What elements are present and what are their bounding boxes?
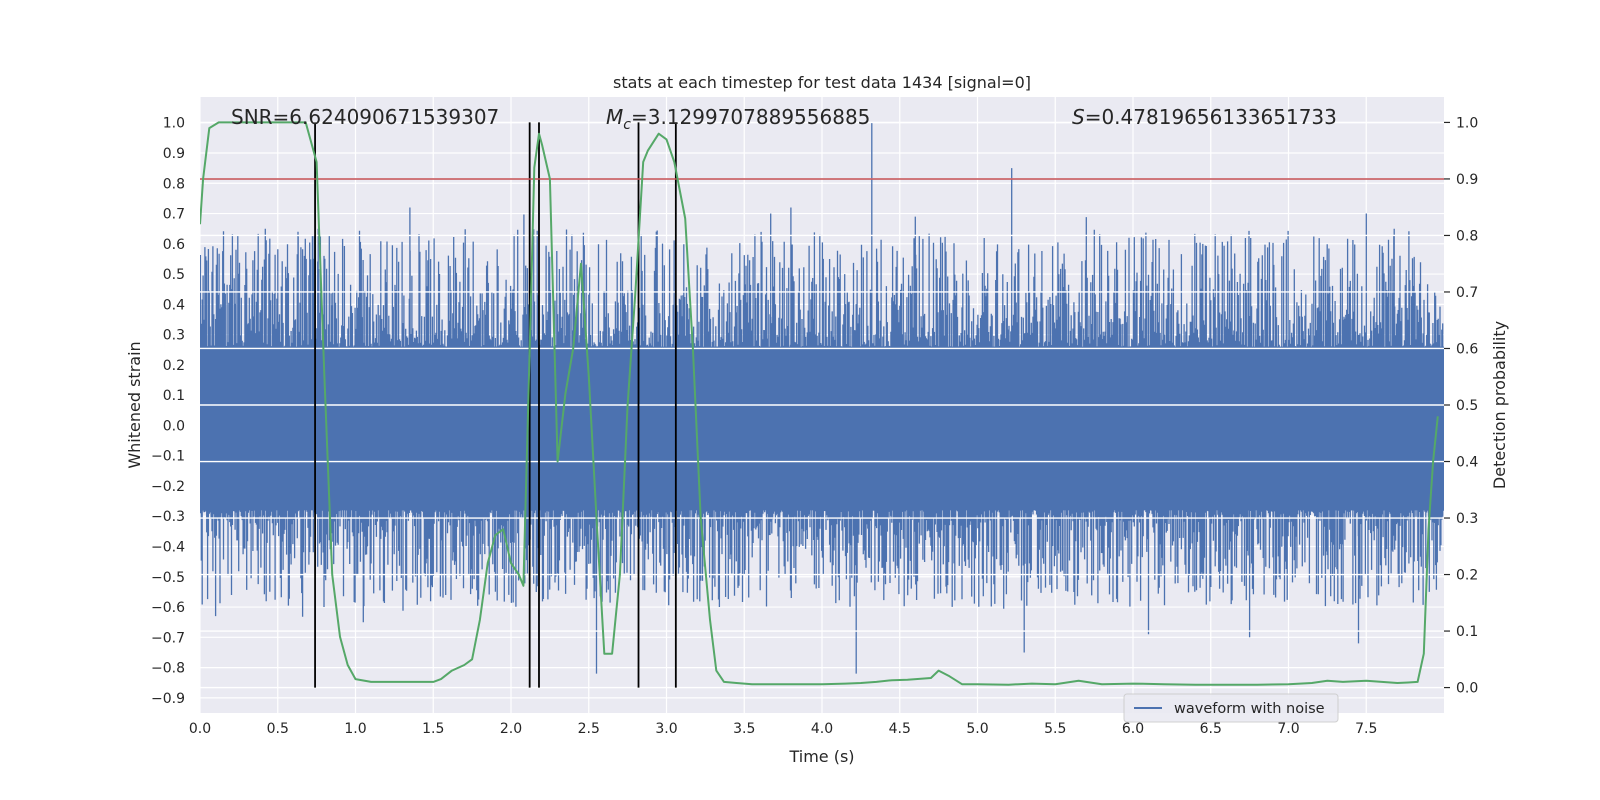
s-annotation: S=0.47819656133651733	[1072, 105, 1337, 129]
x-tick-label: 0.0	[189, 721, 211, 737]
right-y-tick-label: 0.4	[1456, 455, 1478, 471]
left-y-tick-label: −0.6	[151, 600, 185, 616]
x-axis-label: Time (s)	[788, 747, 854, 766]
waveform-line	[200, 122, 1444, 674]
x-tick-label: 0.5	[267, 721, 289, 737]
x-tick-label: 6.5	[1200, 721, 1222, 737]
left-y-tick-label: 0.2	[163, 358, 185, 374]
x-tick-label: 1.0	[344, 721, 366, 737]
right-y-tick-label: 0.9	[1456, 172, 1478, 188]
right-y-tick-label: 0.3	[1456, 511, 1478, 527]
x-tick-label: 5.0	[966, 721, 988, 737]
left-y-tick-label: 0.5	[163, 267, 185, 283]
chirp-mass-symbol: M	[606, 105, 623, 129]
right-y-tick-label: 0.2	[1456, 568, 1478, 584]
x-tick-label: 5.5	[1044, 721, 1066, 737]
x-tick-label: 4.5	[889, 721, 911, 737]
x-tick-label: 1.5	[422, 721, 444, 737]
right-y-axis-label: Detection probability	[1490, 321, 1509, 489]
legend-box	[1123, 693, 1339, 723]
x-axis-ticks: 0.0 0.5 1.0 1.5 2.0 2.5 3.0 3.5 4.0 4.5 5.0 5.5 6.0 6…	[189, 721, 1378, 737]
probability-series-line	[200, 121, 1439, 686]
left-y-tick-label: −0.9	[151, 691, 185, 707]
event-marker-lines	[314, 122, 677, 688]
left-y-tick-label: −0.5	[151, 570, 185, 586]
snr-annotation: SNR=6.624090671539307	[231, 105, 499, 129]
left-y-tick-label: 0.4	[163, 297, 185, 313]
x-tick-label: 4.0	[811, 721, 833, 737]
left-y-tick-label: −0.2	[151, 479, 185, 495]
left-y-tick-label: 0.1	[163, 388, 185, 404]
s-symbol: S	[1072, 105, 1085, 129]
legend-waveform-label: waveform with noise	[1174, 701, 1325, 717]
right-y-tick-label: 0.8	[1456, 228, 1478, 244]
right-y-tick-label: 1.0	[1456, 115, 1478, 131]
chirp-mass-value: =3.1299707889556885	[631, 105, 870, 129]
left-y-tick-label: 0.8	[163, 176, 185, 192]
left-y-axis-ticks: 1.0 0.9 0.8 0.7 0.6 0.5 0.4 0.3 0.2 0.1 0.0 −0.1 −0.…	[151, 116, 185, 707]
x-tick-label: 2.0	[500, 721, 522, 737]
chirp-mass-annotation: Mc=3.1299707889556885	[606, 105, 870, 133]
x-tick-label: 7.0	[1277, 721, 1299, 737]
x-tick-label: 3.5	[733, 721, 755, 737]
left-y-tick-label: −0.3	[151, 509, 185, 525]
left-y-tick-label: −0.8	[151, 661, 185, 677]
right-y-tick-label: 0.6	[1456, 341, 1478, 357]
s-value: =0.47819656133651733	[1085, 105, 1337, 129]
right-y-tick-label: 0.0	[1456, 681, 1478, 697]
x-tick-label: 6.0	[1122, 721, 1144, 737]
left-y-tick-label: 0.0	[163, 418, 185, 434]
left-y-tick-label: −0.1	[151, 449, 185, 465]
right-y-tick-label: 0.7	[1456, 285, 1478, 301]
left-y-tick-label: 0.7	[163, 207, 185, 223]
left-y-tick-label: 0.9	[163, 146, 185, 162]
x-tick-label: 7.5	[1355, 721, 1377, 737]
left-y-tick-label: −0.4	[151, 540, 185, 556]
left-y-tick-label: 0.6	[163, 237, 185, 253]
legend: waveform with noise	[1123, 693, 1339, 723]
x-tick-label: 2.5	[578, 721, 600, 737]
left-y-tick-label: 1.0	[163, 116, 185, 132]
left-y-axis-label: Whitened strain	[125, 341, 144, 468]
right-y-tick-label: 0.1	[1456, 624, 1478, 640]
right-y-tick-label: 0.5	[1456, 398, 1478, 414]
right-y-axis-ticks: 1.0 0.9 0.8 0.7 0.6 0.5 0.4 0.3 0.2 0.1 0.0	[1444, 115, 1478, 697]
chirp-mass-subscript: c	[623, 117, 631, 133]
left-y-tick-label: 0.3	[163, 328, 185, 344]
left-y-tick-label: −0.7	[151, 630, 185, 646]
x-tick-label: 3.0	[655, 721, 677, 737]
chart-title: stats at each timestep for test data 143…	[613, 73, 1031, 92]
